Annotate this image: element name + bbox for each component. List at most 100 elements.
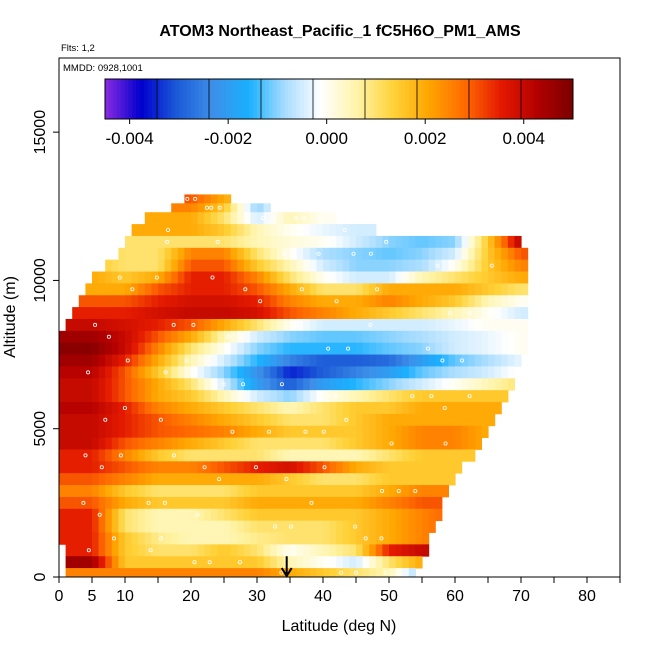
heatmap-cell xyxy=(204,224,212,237)
heatmap-cell xyxy=(171,235,179,249)
heatmap-cell xyxy=(177,544,185,557)
sample-point xyxy=(289,524,294,529)
heatmap-cell xyxy=(263,203,271,213)
heatmap-cell xyxy=(461,413,469,427)
heatmap-cell xyxy=(422,437,430,450)
heatmap-cell xyxy=(131,402,139,415)
heatmap-cell xyxy=(521,283,529,296)
sample-point xyxy=(435,263,440,268)
heatmap-cell xyxy=(92,330,100,344)
heatmap-cell xyxy=(184,235,192,249)
heatmap-cell xyxy=(98,342,106,355)
heatmap-cell xyxy=(237,235,245,249)
heatmap-cell xyxy=(296,212,304,225)
x-tick-label: 80 xyxy=(578,588,596,605)
colorbar-segment xyxy=(565,79,570,119)
heatmap-cell xyxy=(389,544,397,557)
heatmap-cell xyxy=(191,425,199,439)
heatmap-cell xyxy=(408,508,416,522)
sample-point xyxy=(346,346,351,351)
heatmap-cell xyxy=(164,437,172,450)
heatmap-cell xyxy=(230,556,238,569)
heatmap-cell xyxy=(336,544,344,557)
heatmap-cell xyxy=(303,437,311,450)
heatmap-cell xyxy=(98,295,106,308)
heatmap-cell xyxy=(428,318,436,332)
heatmap-cell xyxy=(151,247,159,261)
heatmap-cell xyxy=(158,212,166,225)
heatmap-cell xyxy=(316,235,324,249)
heatmap-cell xyxy=(151,568,159,578)
heatmap-cell xyxy=(243,473,251,486)
heatmap-cell xyxy=(415,354,423,367)
heatmap-cell xyxy=(158,485,166,498)
heatmap-cell xyxy=(197,390,205,403)
colorbar-segment xyxy=(272,79,278,119)
heatmap-cell xyxy=(131,390,139,403)
heatmap-cell xyxy=(276,473,284,486)
heatmap-cell xyxy=(362,390,370,403)
heatmap-cell xyxy=(356,449,364,462)
heatmap-cell xyxy=(362,271,370,284)
heatmap-cell xyxy=(125,449,133,462)
heatmap-cell xyxy=(375,437,383,450)
heatmap-cell xyxy=(151,402,159,415)
heatmap-cell xyxy=(224,568,232,578)
heatmap-cell xyxy=(98,461,106,474)
heatmap-cell xyxy=(217,318,225,332)
heatmap-cell xyxy=(111,330,119,344)
heatmap-cell xyxy=(468,342,476,355)
heatmap-cell xyxy=(230,295,238,308)
heatmap-cell xyxy=(237,520,245,533)
heatmap-cell xyxy=(191,508,199,522)
heatmap-cell xyxy=(303,508,311,522)
heatmap-cell xyxy=(59,366,67,379)
heatmap-cell xyxy=(455,449,463,462)
heatmap-cell xyxy=(250,449,258,462)
heatmap-cell xyxy=(336,307,344,320)
heatmap-cell xyxy=(204,283,212,296)
heatmap-cell xyxy=(138,271,146,284)
heatmap-cell xyxy=(72,449,80,462)
heatmap-cell xyxy=(171,568,179,578)
heatmap-cell xyxy=(382,378,390,391)
heatmap-cell xyxy=(230,247,238,261)
colorbar-segment xyxy=(186,79,192,119)
heatmap-cell xyxy=(349,342,357,355)
heatmap-cell xyxy=(250,354,258,367)
heatmap-cell xyxy=(164,568,172,578)
heatmap-cell xyxy=(217,194,225,204)
heatmap-cell xyxy=(349,532,357,545)
heatmap-cell xyxy=(164,235,172,249)
heatmap-cell xyxy=(270,366,278,379)
heatmap-cell xyxy=(415,413,423,427)
heatmap-cell xyxy=(389,437,397,450)
heatmap-cell xyxy=(78,485,86,498)
heatmap-cell xyxy=(296,247,304,261)
heatmap-cell xyxy=(323,556,331,569)
sample-point xyxy=(192,560,197,565)
heatmap-cell xyxy=(422,449,430,462)
heatmap-cell xyxy=(329,473,337,486)
heatmap-cell xyxy=(224,330,232,344)
heatmap-cell xyxy=(217,461,225,474)
heatmap-cell xyxy=(230,318,238,332)
sample-point xyxy=(333,394,338,399)
heatmap-cell xyxy=(177,437,185,450)
colorbar-segment xyxy=(452,79,457,119)
heatmap-cell xyxy=(336,437,344,450)
heatmap-cell xyxy=(494,307,502,320)
heatmap-cell xyxy=(448,271,456,284)
heatmap-cell xyxy=(144,378,152,391)
heatmap-cell xyxy=(402,318,410,332)
heatmap-cell xyxy=(356,461,364,474)
heatmap-cell xyxy=(230,307,238,320)
heatmap-cell xyxy=(336,402,344,415)
heatmap-cell xyxy=(323,212,331,225)
heatmap-cell xyxy=(336,283,344,296)
y-axis-label: Altitude (m) xyxy=(2,276,19,358)
heatmap-cell xyxy=(408,425,416,439)
heatmap-cell xyxy=(455,413,463,427)
x-tick-label: 10 xyxy=(116,588,134,605)
heatmap-cell xyxy=(501,354,509,367)
